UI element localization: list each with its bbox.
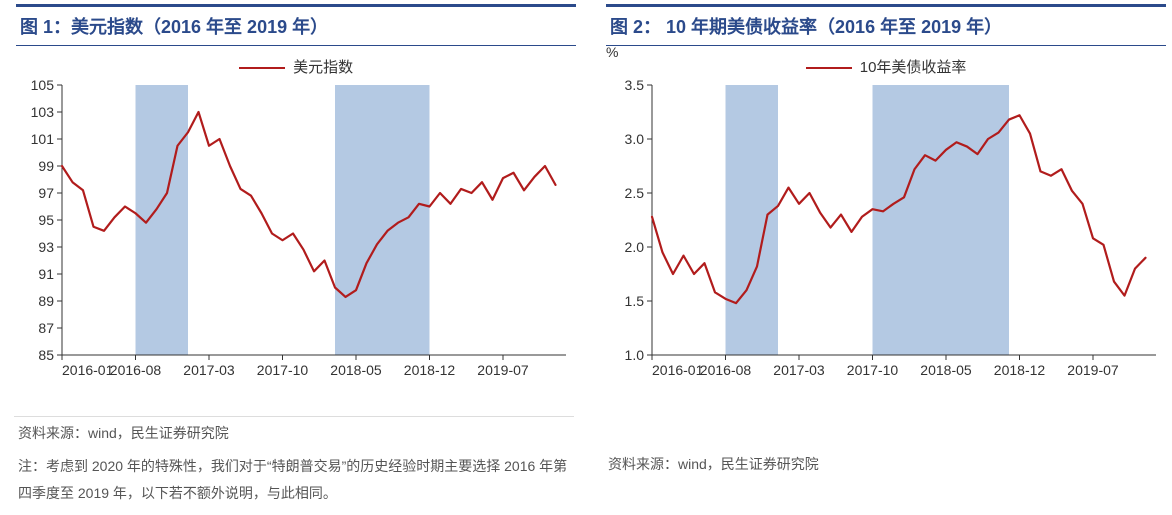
svg-text:99: 99 [38, 158, 54, 174]
chart2-plot: 1.0 1.5 2.0 2.5 3.0 3.5 2016-012016-08 2017-03 2… [606, 79, 1166, 389]
svg-text:2017-10: 2017-10 [847, 362, 899, 378]
chart1-footnote: 注：考虑到 2020 年的特殊性，我们对于“特朗普交易”的历史经验时期主要选择 … [14, 449, 574, 510]
svg-text:2016-08: 2016-08 [700, 362, 752, 378]
svg-text:2016-01: 2016-01 [652, 362, 704, 378]
svg-text:2018-05: 2018-05 [330, 362, 382, 378]
svg-text:2.5: 2.5 [625, 185, 645, 201]
chart2-y-unit: % [606, 44, 618, 60]
svg-text:3.5: 3.5 [625, 79, 645, 93]
chart2-legend-label: 10年美债收益率 [860, 59, 967, 76]
svg-text:95: 95 [38, 212, 54, 228]
svg-text:97: 97 [38, 185, 54, 201]
svg-text:2017-03: 2017-03 [183, 362, 235, 378]
notes-block: 资料来源：wind，民生证券研究院 注：考虑到 2020 年的特殊性，我们对于“… [14, 412, 1164, 510]
svg-text:2017-03: 2017-03 [773, 362, 825, 378]
svg-text:85: 85 [38, 347, 54, 363]
svg-text:2016-08: 2016-08 [110, 362, 162, 378]
svg-text:2018-12: 2018-12 [404, 362, 456, 378]
svg-text:2018-05: 2018-05 [920, 362, 972, 378]
svg-text:1.5: 1.5 [625, 293, 645, 309]
svg-text:2016-01: 2016-01 [62, 362, 114, 378]
svg-text:1.0: 1.0 [625, 347, 645, 363]
chart2-svg: 1.0 1.5 2.0 2.5 3.0 3.5 2016-012016-08 2017-03 2… [606, 79, 1166, 389]
svg-text:93: 93 [38, 239, 54, 255]
chart2-legend-swatch [806, 67, 852, 69]
chart2-title: 图 2： 10 年期美债收益率（2016 年至 2019 年） [606, 4, 1166, 46]
chart1-plot: 85 87 89 91 93 95 97 99 101 103 105 2016-012016-08 2… [16, 79, 576, 389]
svg-text:91: 91 [38, 266, 54, 282]
svg-text:101: 101 [31, 131, 55, 147]
chart2-source: 资料来源：wind，民生证券研究院 [604, 448, 1164, 480]
chart1-legend-swatch [239, 67, 285, 69]
svg-text:89: 89 [38, 293, 54, 309]
chart1-source: 资料来源：wind，民生证券研究院 [14, 416, 574, 449]
chart2-legend: % 10年美债收益率 [606, 46, 1166, 79]
chart1-svg: 85 87 89 91 93 95 97 99 101 103 105 2016-012016-08 2… [16, 79, 576, 389]
svg-text:2019-07: 2019-07 [477, 362, 529, 378]
chart2-panel: 图 2： 10 年期美债收益率（2016 年至 2019 年） % 10年美债收… [606, 4, 1166, 389]
chart1-panel: 图 1：美元指数（2016 年至 2019 年） 美元指数 85 87 89 91 93… [16, 4, 576, 389]
svg-text:103: 103 [31, 104, 55, 120]
svg-text:87: 87 [38, 320, 54, 336]
svg-text:2019-07: 2019-07 [1067, 362, 1119, 378]
svg-text:2017-10: 2017-10 [257, 362, 309, 378]
chart1-legend-label: 美元指数 [293, 59, 353, 76]
svg-text:2.0: 2.0 [625, 239, 645, 255]
svg-text:2018-12: 2018-12 [994, 362, 1046, 378]
svg-text:105: 105 [31, 79, 55, 93]
svg-text:3.0: 3.0 [625, 131, 645, 147]
chart1-title: 图 1：美元指数（2016 年至 2019 年） [16, 4, 576, 46]
chart1-legend: 美元指数 [16, 46, 576, 79]
